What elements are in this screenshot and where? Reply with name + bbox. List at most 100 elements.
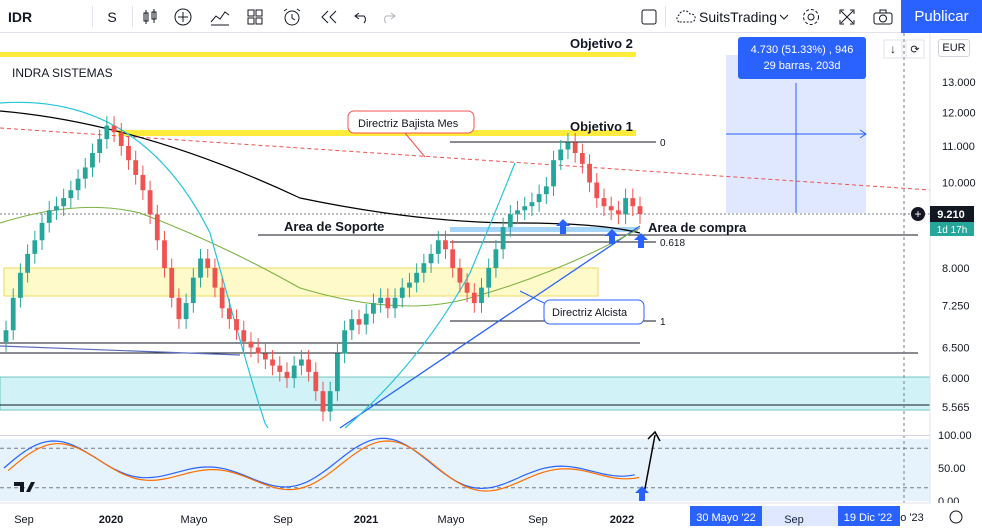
- candle-body: [493, 249, 499, 268]
- symbol-button[interactable]: IDR: [8, 8, 33, 25]
- candle-body: [68, 190, 74, 199]
- currency-button[interactable]: EUR: [938, 39, 970, 57]
- chevron-down-icon[interactable]: [777, 0, 791, 33]
- time-tick: Mayo: [181, 514, 208, 526]
- fib-0-label: 0: [660, 138, 666, 149]
- candle-body: [507, 214, 513, 228]
- candle-body: [226, 308, 232, 320]
- bollinger-curve-right: [344, 162, 516, 429]
- candle-body: [25, 253, 31, 273]
- interval-button[interactable]: S: [107, 8, 117, 25]
- ma-50-line: [0, 206, 641, 307]
- candle-body: [486, 267, 492, 288]
- time-tick: Sep: [14, 514, 34, 526]
- price-axis: [930, 33, 982, 531]
- candle-body: [61, 198, 67, 207]
- candle-body: [450, 249, 456, 268]
- candle-body: [608, 206, 614, 211]
- candle-body: [428, 253, 434, 264]
- bars-style-icon[interactable]: [140, 0, 160, 33]
- candle-body: [637, 206, 643, 215]
- candle-body: [241, 330, 247, 342]
- stoch-d-line: [7, 440, 640, 492]
- buy-arrow-icon: [556, 219, 570, 234]
- candle-body: [212, 267, 218, 288]
- toolbar-separator: [92, 6, 93, 27]
- osc-tick: 100.00: [938, 430, 972, 442]
- date-highlight-left: 30 Mayo '22: [696, 512, 756, 524]
- user-name[interactable]: SuitsTrading: [699, 8, 778, 25]
- candle-body: [630, 198, 636, 207]
- candle-body: [10, 297, 16, 331]
- directriz-bajista-box: [347, 110, 475, 134]
- candle-body: [198, 258, 203, 278]
- settings-gear-icon[interactable]: [949, 510, 963, 524]
- cloud-icon[interactable]: [673, 0, 697, 33]
- camera-icon[interactable]: [871, 0, 895, 33]
- replay-icon[interactable]: [318, 0, 340, 33]
- date-highlight-right: 19 Dic '22: [844, 512, 893, 524]
- candle-body: [385, 297, 391, 309]
- candle-body: [3, 330, 9, 342]
- candle-body: [407, 282, 412, 288]
- price-tick: 13.000: [942, 77, 976, 89]
- candle-body: [320, 391, 326, 412]
- refresh-button[interactable]: [905, 39, 925, 59]
- time-tick: 2021: [354, 514, 378, 526]
- measure-arrow: [859, 129, 867, 139]
- add-alert-plus: +: [914, 207, 921, 221]
- candle-body: [551, 160, 556, 187]
- candle-body: [176, 297, 182, 320]
- redo-icon[interactable]: [378, 0, 398, 33]
- chart-canvas[interactable]: Objetivo 2 Objetivo 1 Directriz Bajista Me…: [0, 33, 982, 531]
- candle-body: [363, 313, 369, 325]
- candle-body: [327, 391, 333, 412]
- layout-icon[interactable]: [245, 0, 265, 33]
- candle-body: [392, 297, 398, 309]
- oscillator-band: [0, 439, 930, 501]
- company-name: INDRA SISTEMAS: [12, 66, 113, 80]
- objetivo2-line: [0, 52, 636, 57]
- buy-arrow-icon: [635, 486, 649, 501]
- time-tick: Sep: [528, 514, 548, 526]
- candle-body: [601, 198, 607, 207]
- candle-body: [349, 319, 355, 331]
- candle-body: [154, 214, 160, 241]
- time-tick: 2020: [99, 514, 123, 526]
- time-tick: Sep: [273, 514, 293, 526]
- square-icon[interactable]: [639, 0, 659, 33]
- candle-body: [97, 139, 103, 154]
- candle-body: [356, 319, 362, 325]
- undo-icon[interactable]: [352, 0, 372, 33]
- time-tick: 2022: [610, 514, 634, 526]
- candle-body: [284, 371, 290, 379]
- candle-body: [262, 353, 268, 360]
- old-trendline: [0, 345, 241, 356]
- candle-body: [623, 198, 628, 215]
- candle-body: [594, 182, 600, 199]
- publish-button[interactable]: Publicar: [901, 0, 982, 33]
- alert-icon[interactable]: [281, 0, 303, 33]
- fullscreen-icon[interactable]: [836, 0, 858, 33]
- price-tick: 5.565: [942, 402, 970, 414]
- add-alert-icon[interactable]: [911, 207, 925, 221]
- time-axis: [0, 503, 982, 531]
- candle-body: [515, 210, 520, 215]
- directriz-bajista-label: Directriz Bajista Mes: [358, 118, 459, 130]
- candle-body: [464, 282, 470, 293]
- osc-tick: 50.00: [938, 463, 966, 475]
- candle-body: [306, 359, 311, 372]
- gear-icon[interactable]: [799, 0, 823, 33]
- ma-200-line: [0, 110, 641, 234]
- candle-body: [111, 125, 117, 133]
- add-indicator-icon[interactable]: [172, 0, 194, 33]
- indicators-icon[interactable]: [209, 0, 231, 33]
- date-highlight-right-box: [838, 506, 900, 526]
- arrow-down-button[interactable]: [883, 39, 903, 59]
- candle-body: [234, 319, 239, 331]
- candle-body: [565, 142, 571, 150]
- candle-body: [471, 292, 477, 304]
- candle-body: [270, 359, 275, 366]
- candle-body: [277, 365, 283, 372]
- candle-body: [82, 167, 88, 179]
